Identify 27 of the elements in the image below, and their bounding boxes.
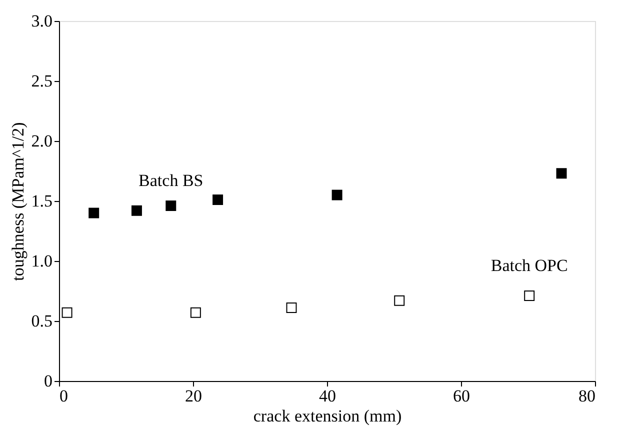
x-tick-label: 80: [578, 386, 596, 406]
x-tick-label: 20: [185, 386, 202, 406]
point: [212, 194, 224, 206]
point: [332, 190, 342, 200]
y-tick-label: 0.5: [31, 312, 52, 330]
point: [166, 200, 176, 212]
series-label: Batch OPC: [490, 256, 568, 275]
point: [556, 168, 567, 179]
point: [62, 307, 72, 318]
point: [88, 208, 100, 218]
point: [394, 295, 405, 306]
y-axis-title: toughness (MPam^1/2): [8, 122, 28, 281]
point: [131, 205, 142, 216]
x-tick-label: 0: [60, 386, 68, 406]
y-tick-label: 1.0: [31, 252, 52, 270]
y-tick-label: 0: [44, 372, 52, 390]
y-tick-label: 3.0: [31, 12, 52, 30]
x-tick-label: 40: [319, 386, 336, 406]
y-tick-label: 2.5: [31, 72, 52, 90]
point: [524, 290, 535, 302]
y-tick-label: 1.5: [31, 192, 52, 210]
x-axis-title: crack extension (mm): [253, 406, 402, 426]
series-label: Batch BS: [138, 170, 204, 190]
point: [286, 302, 297, 314]
y-tick-label: 2.0: [31, 132, 52, 150]
point: [190, 307, 201, 318]
x-tick-label: 60: [453, 386, 470, 406]
